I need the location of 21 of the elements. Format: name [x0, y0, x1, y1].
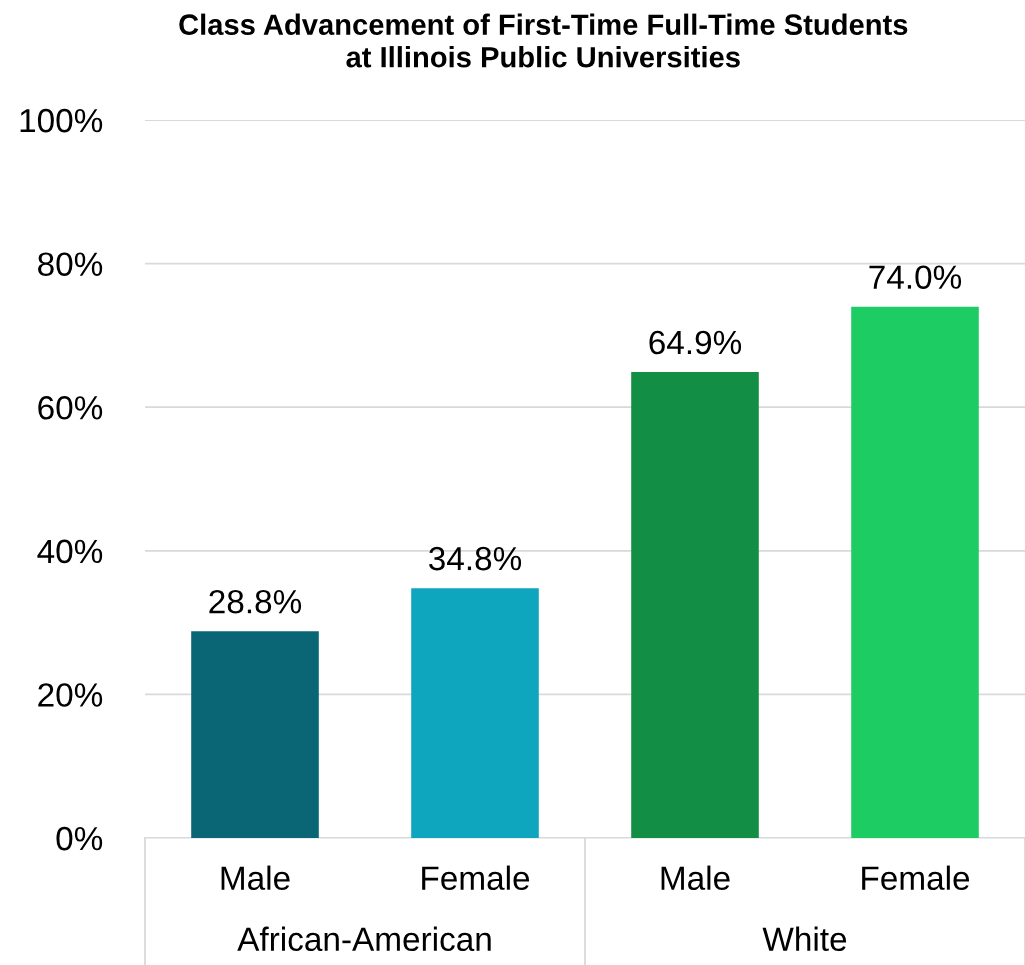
y-tick-label: 80% — [38, 252, 103, 277]
data-label: 74.0% — [869, 265, 962, 289]
x-tick-label: Male — [221, 865, 290, 891]
y-tick-label: 20% — [38, 683, 103, 707]
x-tick-label: Male — [661, 865, 730, 891]
y-tick-label: 0% — [56, 826, 103, 851]
data-label: 64.9% — [649, 330, 742, 355]
x-tick-label: Female — [422, 865, 530, 891]
chart-title: Class Advancement of First-Time Full-Time Students at Illinois Public Universities — [179, 13, 908, 68]
bar — [631, 372, 759, 838]
x-tick-label: Female — [862, 865, 970, 891]
y-tick-label: 40% — [37, 539, 103, 564]
text: African-American — [237, 926, 491, 952]
bar — [411, 588, 539, 838]
text: White — [762, 926, 847, 952]
y-tick-label: 100% — [20, 108, 103, 133]
data-label: 34.8% — [429, 546, 522, 571]
bar — [851, 306, 979, 838]
bar — [191, 631, 319, 838]
y-tick-label: 60% — [38, 396, 103, 420]
data-label: 28.8% — [209, 589, 302, 614]
